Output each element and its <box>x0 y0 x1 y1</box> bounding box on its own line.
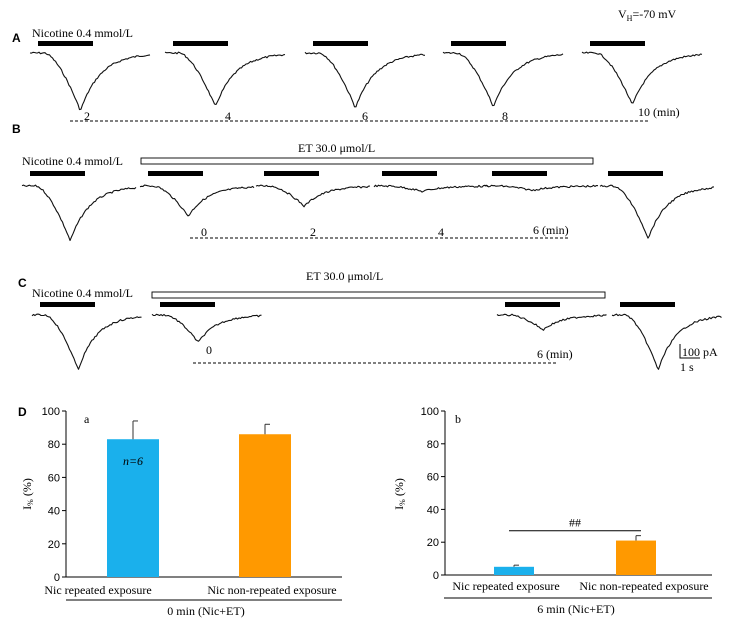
current-trace <box>21 184 137 242</box>
panel-b-time-label: 0 <box>201 225 207 239</box>
panel-b-et-label: ET 30.0 μmol/L <box>298 141 375 155</box>
y-tick-label: 20 <box>427 537 439 549</box>
current-trace <box>599 184 715 239</box>
y-tick-label: 0 <box>433 570 439 582</box>
y-tick-label: 40 <box>427 504 439 516</box>
nicotine-application-bar <box>38 41 93 46</box>
panel-c-et-label: ET 30.0 μmol/L <box>306 269 383 283</box>
current-trace <box>29 51 151 111</box>
chart-b-y-axis-label: I% (%) <box>392 478 407 510</box>
nicotine-application-bar <box>608 171 663 176</box>
nicotine-application-bar <box>382 171 437 176</box>
holding-potential-label: VH=-70 mV <box>618 7 677 23</box>
panel-b-drug-label: Nicotine 0.4 mmol/L <box>22 154 123 168</box>
panel-b-time-label: 4 <box>438 225 444 239</box>
nicotine-application-bar <box>451 41 506 46</box>
panel-c-time-label: 6 (min) <box>537 347 573 361</box>
nicotine-application-bar <box>492 171 547 176</box>
current-trace <box>581 51 703 104</box>
bar-chart-b: b I% (%) 0 20 40 60 80 100 ## Nic repeated exp… <box>392 406 712 616</box>
panel-d-letter: D <box>18 405 27 419</box>
panel-a-time-label: 10 (min) <box>638 105 680 119</box>
chart-a-category-label: Nic non-repeated exposure <box>207 583 336 597</box>
y-tick-label: 0 <box>54 572 60 584</box>
panel-c-time-label: 0 <box>206 343 212 357</box>
panel-a-traces <box>29 41 703 111</box>
scale-bar-time-label: 1 s <box>680 360 694 374</box>
panel-b-et-bar <box>140 157 594 165</box>
current-trace <box>304 51 426 108</box>
current-trace <box>611 313 722 370</box>
scale-bar <box>679 344 700 359</box>
y-tick-label: 60 <box>48 472 60 484</box>
bar-chart-a: a I% (%) 0 20 40 60 80 100 n=6 Nic repeated ex… <box>20 406 342 618</box>
nicotine-application-bar <box>313 41 368 46</box>
panel-b-letter: B <box>12 122 21 136</box>
panel-a-time-label: 6 <box>362 109 368 123</box>
chart-b-category-label: Nic non-repeated exposure <box>579 579 708 593</box>
chart-b-plot: 0 20 40 60 80 100 ## <box>421 406 712 582</box>
chart-b-sublabel: b <box>455 412 461 426</box>
y-tick-label: 40 <box>48 506 60 518</box>
panel-b-traces <box>21 171 715 242</box>
nicotine-application-bar <box>173 41 228 46</box>
panel-c-et-bar <box>151 291 606 299</box>
bar <box>107 439 159 577</box>
chart-a-category-label: Nic repeated exposure <box>44 583 151 597</box>
y-tick-label: 60 <box>427 472 439 484</box>
current-trace <box>442 51 564 107</box>
current-trace <box>139 184 255 217</box>
significance-marker: ## <box>569 516 581 530</box>
bar <box>616 540 656 575</box>
nicotine-application-bar <box>148 171 203 176</box>
chart-b-x-axis-label: 6 min (Nic+ET) <box>537 602 614 616</box>
bar <box>494 566 534 575</box>
panel-a-time-label: 8 <box>502 109 508 123</box>
chart-a-y-axis-label: I% (%) <box>20 478 35 510</box>
current-trace <box>255 184 371 208</box>
panel-a-time-label: 4 <box>225 109 231 123</box>
chart-a-plot: 0 20 40 60 80 100 n=6 <box>42 406 342 584</box>
current-trace <box>373 184 489 193</box>
sample-size-annotation: n=6 <box>123 454 143 468</box>
nicotine-application-bar <box>505 302 560 307</box>
nicotine-application-bar <box>40 302 95 307</box>
current-trace <box>164 51 286 106</box>
bar <box>239 434 291 577</box>
panel-a-drug-label: Nicotine 0.4 mmol/L <box>32 26 133 40</box>
nicotine-application-bar <box>30 171 85 176</box>
scale-bar-current-label: 100 pA <box>682 345 718 359</box>
current-trace <box>483 184 599 192</box>
chart-b-category-label: Nic repeated exposure <box>452 579 559 593</box>
current-trace <box>151 313 262 342</box>
panel-b-time-label: 6 (min) <box>533 223 569 237</box>
panel-c-traces <box>31 302 722 370</box>
panel-a-letter: A <box>12 31 21 45</box>
y-tick-label: 80 <box>427 439 439 451</box>
panel-b-time-label: 2 <box>310 225 316 239</box>
nicotine-application-bar <box>620 302 675 307</box>
nicotine-application-bar <box>590 41 645 46</box>
nicotine-application-bar <box>160 302 215 307</box>
panel-c-drug-label: Nicotine 0.4 mmol/L <box>32 286 133 300</box>
y-tick-label: 20 <box>48 539 60 551</box>
chart-a-x-axis-label: 0 min (Nic+ET) <box>167 604 244 618</box>
current-trace <box>31 313 142 370</box>
chart-a-sublabel: a <box>84 412 90 426</box>
current-trace <box>496 313 607 331</box>
y-tick-label: 80 <box>48 439 60 451</box>
y-tick-label: 100 <box>42 406 60 418</box>
panel-c-letter: C <box>18 276 27 290</box>
nicotine-application-bar <box>264 171 319 176</box>
panel-a-time-label: 2 <box>84 109 90 123</box>
y-tick-label: 100 <box>421 406 439 418</box>
